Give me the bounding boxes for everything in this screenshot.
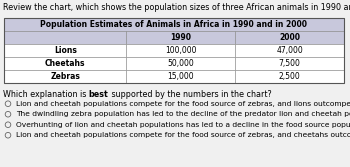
Bar: [126, 44, 235, 57]
Text: The dwindling zebra population has led to the decline of the predator lion and c: The dwindling zebra population has led t…: [16, 111, 350, 117]
Text: Lion and cheetah populations compete for the food source of zebras, and lions ou: Lion and cheetah populations compete for…: [16, 101, 350, 107]
Text: 47,000: 47,000: [276, 46, 303, 55]
Text: 2000: 2000: [279, 33, 300, 42]
Bar: [126, 31, 235, 44]
Bar: [4, 31, 126, 44]
Bar: [4, 18, 344, 83]
Bar: [126, 57, 235, 70]
Text: Population Estimates of Animals in Africa in 1990 and in 2000: Population Estimates of Animals in Afric…: [41, 20, 308, 29]
Bar: [235, 44, 344, 57]
Text: 1990: 1990: [170, 33, 191, 42]
Text: 50,000: 50,000: [167, 59, 194, 68]
Text: Which explanation is: Which explanation is: [3, 90, 89, 99]
Text: Lion and cheetah populations compete for the food source of zebras, and cheetahs: Lion and cheetah populations compete for…: [16, 132, 350, 138]
Text: best: best: [89, 90, 108, 99]
Bar: [235, 70, 344, 83]
Bar: [4, 57, 126, 70]
Text: Overhunting of lion and cheetah populations has led to a decline in the food sou: Overhunting of lion and cheetah populati…: [16, 122, 350, 128]
Text: 7,500: 7,500: [279, 59, 301, 68]
Text: 100,000: 100,000: [165, 46, 197, 55]
Text: Review the chart, which shows the population sizes of three African animals in 1: Review the chart, which shows the popula…: [3, 3, 350, 12]
Bar: [4, 44, 126, 57]
Bar: [4, 70, 126, 83]
Bar: [4, 18, 344, 31]
Bar: [235, 31, 344, 44]
Bar: [126, 70, 235, 83]
Text: Cheetahs: Cheetahs: [45, 59, 85, 68]
Text: supported by the numbers in the chart?: supported by the numbers in the chart?: [108, 90, 271, 99]
Text: Zebras: Zebras: [50, 72, 80, 81]
Text: 15,000: 15,000: [168, 72, 194, 81]
Text: 2,500: 2,500: [279, 72, 300, 81]
Bar: [235, 57, 344, 70]
Text: Lions: Lions: [54, 46, 77, 55]
